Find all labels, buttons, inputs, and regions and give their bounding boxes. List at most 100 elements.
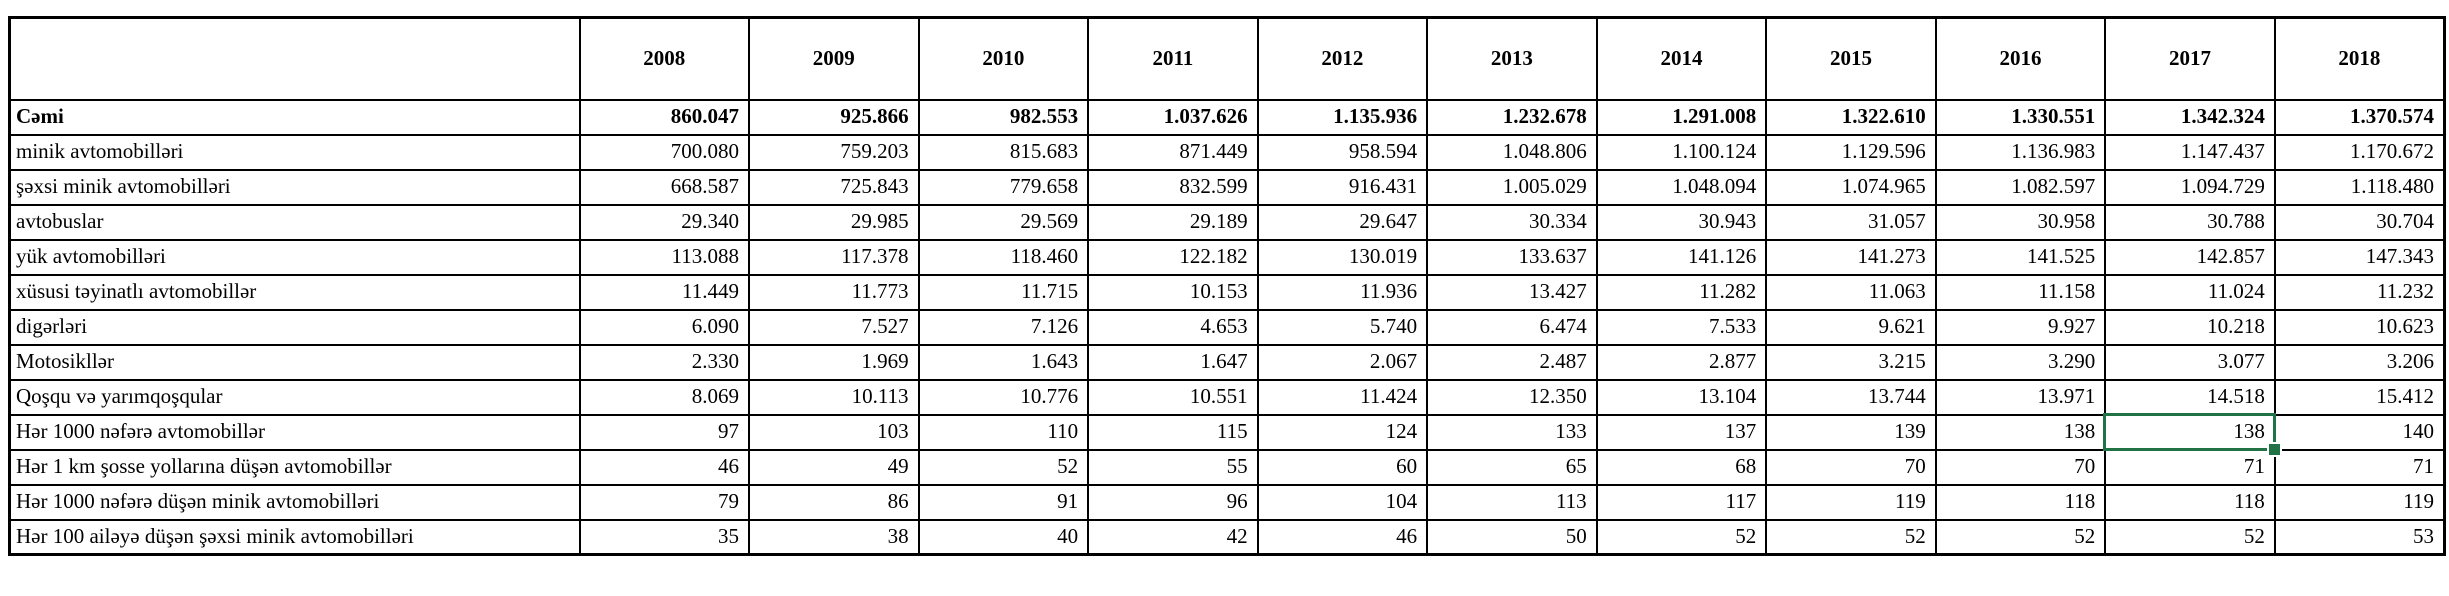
- row-label-cell[interactable]: Cəmi: [8, 98, 581, 136]
- value-cell[interactable]: 139: [1765, 413, 1937, 451]
- value-cell[interactable]: 130.019: [1256, 238, 1429, 276]
- fill-handle[interactable]: [2268, 443, 2280, 455]
- value-cell[interactable]: 147.343: [2273, 238, 2446, 276]
- value-cell[interactable]: 1.291.008: [1595, 98, 1768, 136]
- value-cell[interactable]: 30.943: [1595, 203, 1768, 241]
- value-cell[interactable]: 10.153: [1087, 273, 1259, 311]
- value-cell[interactable]: 52: [917, 448, 1090, 486]
- value-cell[interactable]: 29.189: [1087, 203, 1259, 241]
- value-cell[interactable]: 725.843: [748, 168, 920, 206]
- value-cell[interactable]: 133: [1426, 413, 1598, 451]
- value-cell[interactable]: 30.704: [2273, 203, 2446, 241]
- value-cell[interactable]: 113: [1426, 483, 1598, 521]
- value-cell[interactable]: 38: [748, 518, 920, 556]
- value-cell[interactable]: 97: [578, 413, 751, 451]
- value-cell[interactable]: 1.037.626: [1087, 98, 1259, 136]
- value-cell[interactable]: 10.551: [1087, 378, 1259, 416]
- value-cell[interactable]: 916.431: [1256, 168, 1429, 206]
- value-cell[interactable]: 42: [1087, 518, 1259, 556]
- value-cell[interactable]: 104: [1256, 483, 1429, 521]
- row-label-cell[interactable]: Hər 1 km şosse yollarına düşən avtomobil…: [8, 448, 581, 486]
- column-header-2017[interactable]: 2017: [2104, 16, 2276, 101]
- value-cell[interactable]: 7.533: [1595, 308, 1768, 346]
- row-label-cell[interactable]: Hər 100 ailəyə düşən şəxsi minik avtomob…: [8, 518, 581, 556]
- column-header-2012[interactable]: 2012: [1256, 16, 1429, 101]
- value-cell[interactable]: 70: [1765, 448, 1937, 486]
- value-cell[interactable]: 53: [2273, 518, 2446, 556]
- column-header-2008[interactable]: 2008: [578, 16, 751, 101]
- value-cell[interactable]: 11.715: [917, 273, 1090, 311]
- value-cell[interactable]: 119: [1765, 483, 1937, 521]
- value-cell[interactable]: 11.063: [1765, 273, 1937, 311]
- value-cell[interactable]: 11.773: [748, 273, 920, 311]
- value-cell[interactable]: 860.047: [578, 98, 751, 136]
- value-cell[interactable]: 55: [1087, 448, 1259, 486]
- value-cell[interactable]: 60: [1256, 448, 1429, 486]
- value-cell[interactable]: 10.623: [2273, 308, 2446, 346]
- value-cell[interactable]: 9.621: [1765, 308, 1937, 346]
- value-cell[interactable]: 871.449: [1087, 133, 1259, 171]
- value-cell[interactable]: 30.788: [2104, 203, 2276, 241]
- value-cell[interactable]: 1.048.806: [1426, 133, 1598, 171]
- value-cell[interactable]: 1.082.597: [1934, 168, 2107, 206]
- value-cell[interactable]: 1.074.965: [1765, 168, 1937, 206]
- value-cell[interactable]: 142.857: [2104, 238, 2276, 276]
- value-cell[interactable]: 1.147.437: [2104, 133, 2276, 171]
- value-cell[interactable]: 52: [2104, 518, 2276, 556]
- value-cell[interactable]: 133.637: [1426, 238, 1598, 276]
- value-cell[interactable]: 13.427: [1426, 273, 1598, 311]
- value-cell[interactable]: 2.877: [1595, 343, 1768, 381]
- value-cell[interactable]: 29.985: [748, 203, 920, 241]
- column-header-2016[interactable]: 2016: [1934, 16, 2107, 101]
- value-cell[interactable]: 35: [578, 518, 751, 556]
- value-cell[interactable]: 110: [917, 413, 1090, 451]
- value-cell[interactable]: 118: [2104, 483, 2276, 521]
- row-label-cell[interactable]: şəxsi minik avtomobilləri: [8, 168, 581, 206]
- value-cell[interactable]: 13.744: [1765, 378, 1937, 416]
- value-cell[interactable]: 5.740: [1256, 308, 1429, 346]
- row-label-cell[interactable]: digərləri: [8, 308, 581, 346]
- value-cell[interactable]: 14.518: [2104, 378, 2276, 416]
- row-label-cell[interactable]: yük avtomobilləri: [8, 238, 581, 276]
- value-cell[interactable]: 137: [1595, 413, 1768, 451]
- value-cell[interactable]: 122.182: [1087, 238, 1259, 276]
- value-cell[interactable]: 1.322.610: [1765, 98, 1937, 136]
- value-cell[interactable]: 1.118.480: [2273, 168, 2446, 206]
- value-cell[interactable]: 832.599: [1087, 168, 1259, 206]
- value-cell[interactable]: 13.971: [1934, 378, 2107, 416]
- value-cell[interactable]: 29.340: [578, 203, 751, 241]
- value-cell[interactable]: 1.330.551: [1934, 98, 2107, 136]
- value-cell[interactable]: 3.215: [1765, 343, 1937, 381]
- row-label-cell[interactable]: Hər 1000 nəfərə avtomobillər: [8, 413, 581, 451]
- row-label-cell[interactable]: Hər 1000 nəfərə düşən minik avtomobillər…: [8, 483, 581, 521]
- value-cell[interactable]: 29.569: [917, 203, 1090, 241]
- value-cell[interactable]: 15.412: [2273, 378, 2446, 416]
- value-cell[interactable]: 668.587: [578, 168, 751, 206]
- value-cell[interactable]: 115: [1087, 413, 1259, 451]
- value-cell[interactable]: 118.460: [917, 238, 1090, 276]
- value-cell[interactable]: 9.927: [1934, 308, 2107, 346]
- value-cell[interactable]: 11.936: [1256, 273, 1429, 311]
- value-cell[interactable]: 10.776: [917, 378, 1090, 416]
- corner-cell[interactable]: [8, 16, 581, 101]
- value-cell[interactable]: 71: [2273, 448, 2446, 486]
- value-cell[interactable]: 117: [1595, 483, 1768, 521]
- column-header-2018[interactable]: 2018: [2273, 16, 2446, 101]
- value-cell[interactable]: 6.474: [1426, 308, 1598, 346]
- value-cell[interactable]: 96: [1087, 483, 1259, 521]
- column-header-2010[interactable]: 2010: [917, 16, 1090, 101]
- value-cell[interactable]: 40: [917, 518, 1090, 556]
- value-cell[interactable]: 958.594: [1256, 133, 1429, 171]
- row-label-cell[interactable]: minik avtomobilləri: [8, 133, 581, 171]
- value-cell[interactable]: 1.170.672: [2273, 133, 2446, 171]
- value-cell[interactable]: 68: [1595, 448, 1768, 486]
- value-cell[interactable]: 140: [2273, 413, 2446, 451]
- value-cell[interactable]: 71: [2104, 448, 2276, 486]
- value-cell[interactable]: 10.113: [748, 378, 920, 416]
- value-cell[interactable]: 65: [1426, 448, 1598, 486]
- value-cell[interactable]: 1.647: [1087, 343, 1259, 381]
- value-cell[interactable]: 6.090: [578, 308, 751, 346]
- value-cell[interactable]: 1.136.983: [1934, 133, 2107, 171]
- value-cell[interactable]: 10.218: [2104, 308, 2276, 346]
- value-cell[interactable]: 1.643: [917, 343, 1090, 381]
